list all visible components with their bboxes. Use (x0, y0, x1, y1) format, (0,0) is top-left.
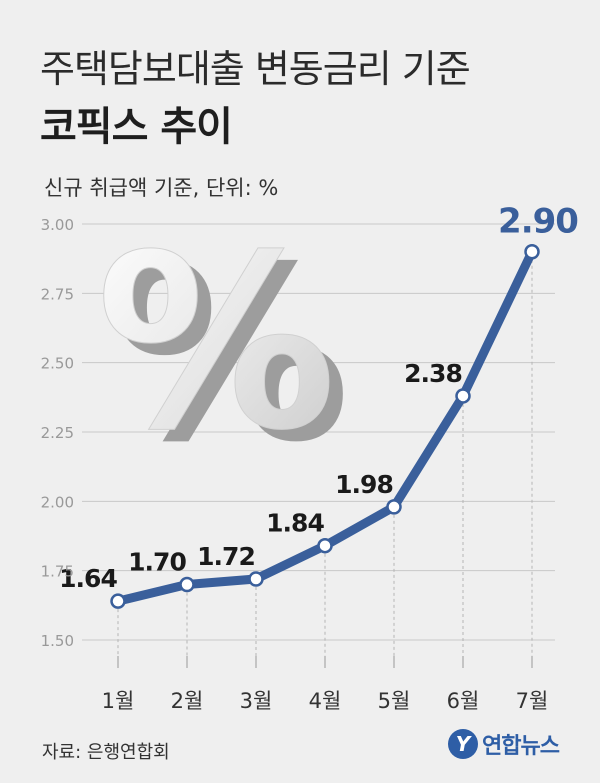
y-tick-label: 2.00 (41, 493, 74, 511)
data-label: 1.98 (335, 470, 393, 499)
yonhap-logo: Y 연합뉴스 (448, 728, 560, 760)
data-point (248, 571, 264, 587)
percent-symbol-front: % (96, 203, 336, 483)
x-tick-label: 1월 (102, 689, 135, 713)
data-label: 2.38 (404, 359, 462, 388)
data-label: 2.90 (498, 202, 578, 242)
source-note: 자료: 은행연합회 (42, 742, 170, 763)
data-label: 1.64 (59, 564, 117, 593)
data-label: 1.72 (197, 542, 255, 571)
x-tick-label: 7월 (516, 689, 549, 713)
data-point (455, 388, 471, 404)
y-tick-label: 1.50 (41, 632, 74, 650)
yonhap-logo-icon: Y (448, 729, 478, 759)
x-tick-label: 5월 (378, 689, 411, 713)
y-tick-label: 3.00 (41, 216, 74, 234)
chart-title-bold: 코픽스 추이 (40, 104, 233, 150)
percent-symbol-icon: %% (96, 203, 351, 496)
y-tick-label: 2.50 (41, 355, 74, 373)
x-tick-label: 6월 (447, 689, 480, 713)
data-point (110, 593, 126, 609)
data-label: 1.70 (128, 548, 186, 577)
chart-title: 주택담보대출 변동금리 기준 (40, 47, 471, 91)
y-tick-label: 2.25 (41, 424, 74, 442)
x-tick-label: 2월 (171, 689, 204, 713)
y-tick-label: 2.75 (41, 285, 74, 303)
data-point (317, 537, 333, 554)
y-tick-label: 1.75 (41, 563, 74, 581)
data-point (179, 576, 195, 593)
data-point (386, 499, 402, 515)
chart-subtitle: 신규 취급액 기준, 단위: % (44, 176, 279, 200)
percent-symbol-shadow: % (110, 215, 350, 495)
data-point (524, 243, 540, 260)
data-label: 1.84 (266, 509, 324, 538)
x-tick-label: 4월 (309, 689, 342, 713)
x-tick-label: 3월 (240, 689, 273, 713)
yonhap-logo-text: 연합뉴스 (482, 734, 560, 759)
